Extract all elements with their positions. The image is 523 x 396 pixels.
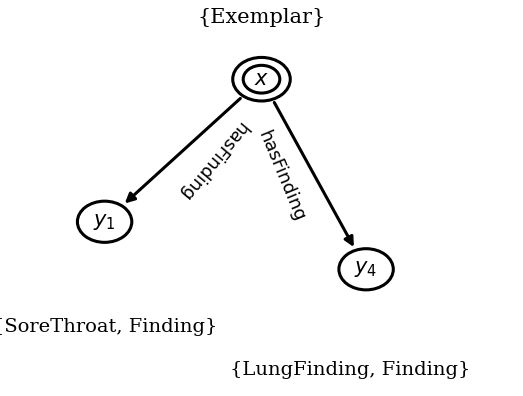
Text: {LungFinding, Finding}: {LungFinding, Finding}	[230, 361, 471, 379]
Text: hasFinding: hasFinding	[254, 128, 308, 225]
Text: $y_1$: $y_1$	[93, 212, 116, 232]
Text: $x$: $x$	[254, 70, 269, 89]
Text: hasFinding: hasFinding	[175, 118, 251, 204]
Text: {SoreThroat, Finding}: {SoreThroat, Finding}	[0, 318, 217, 336]
Text: $y_4$: $y_4$	[355, 259, 378, 279]
Circle shape	[339, 249, 393, 290]
Circle shape	[233, 57, 290, 101]
Text: {Exemplar}: {Exemplar}	[197, 8, 326, 27]
Circle shape	[77, 201, 132, 242]
